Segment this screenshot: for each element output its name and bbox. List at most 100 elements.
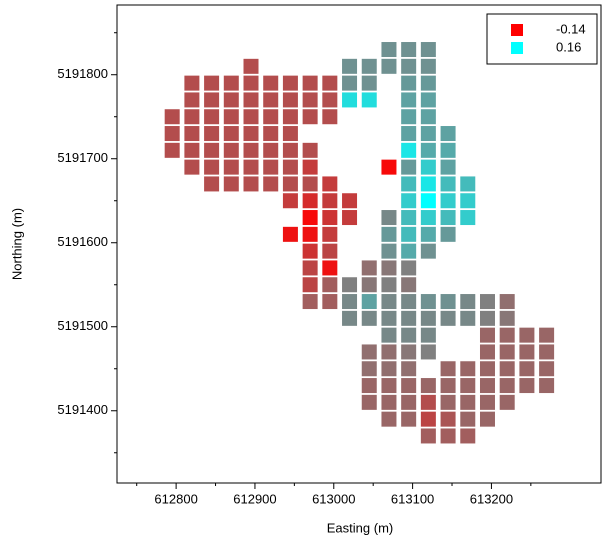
cell [361, 394, 377, 410]
cell [223, 142, 239, 158]
y-tick-label: 5191600 [57, 234, 108, 249]
cell [263, 142, 279, 158]
cell [460, 428, 476, 444]
cell [460, 210, 476, 226]
x-tick-label: 613100 [391, 491, 434, 506]
cell [322, 193, 338, 209]
x-axis-label: Easting (m) [327, 520, 393, 535]
legend-label: -0.14 [556, 21, 586, 36]
cell [342, 92, 358, 108]
cell [302, 260, 318, 276]
cell [440, 411, 456, 427]
cell [401, 210, 417, 226]
cell [282, 92, 298, 108]
cell [539, 344, 555, 360]
cell [204, 159, 220, 175]
cell [381, 394, 397, 410]
cell [302, 75, 318, 91]
cell [440, 310, 456, 326]
cell [164, 142, 180, 158]
cell [302, 142, 318, 158]
cell [361, 260, 377, 276]
cell [499, 394, 515, 410]
cell [243, 176, 259, 192]
x-tick-label: 613000 [312, 491, 355, 506]
cell [460, 378, 476, 394]
cell [322, 75, 338, 91]
legend-box [486, 13, 598, 65]
cell [420, 176, 436, 192]
cell [420, 159, 436, 175]
cell [282, 126, 298, 142]
cell [381, 378, 397, 394]
cell [302, 159, 318, 175]
cell [361, 344, 377, 360]
cell [519, 378, 535, 394]
cell [361, 378, 377, 394]
cell [302, 277, 318, 293]
cell [302, 109, 318, 125]
cell [420, 142, 436, 158]
cell [479, 310, 495, 326]
cell [420, 327, 436, 343]
cell [440, 142, 456, 158]
cell [184, 109, 200, 125]
cell [479, 411, 495, 427]
cell [302, 176, 318, 192]
cell [322, 277, 338, 293]
cell [401, 344, 417, 360]
cell [342, 210, 358, 226]
cell [282, 226, 298, 242]
cell [440, 126, 456, 142]
cell [184, 142, 200, 158]
cell [204, 75, 220, 91]
cell [440, 378, 456, 394]
cell [440, 361, 456, 377]
cell [519, 361, 535, 377]
cell [322, 226, 338, 242]
cell [401, 294, 417, 310]
cell [479, 294, 495, 310]
cell [381, 277, 397, 293]
cell [401, 277, 417, 293]
cell [499, 344, 515, 360]
cell [164, 126, 180, 142]
cell [184, 92, 200, 108]
cell [401, 310, 417, 326]
cell [243, 159, 259, 175]
cell [243, 92, 259, 108]
plot-frame [116, 4, 602, 484]
cell [381, 243, 397, 259]
cell [440, 193, 456, 209]
cell [263, 109, 279, 125]
cell [401, 361, 417, 377]
cell [420, 210, 436, 226]
cell [460, 193, 476, 209]
cell [322, 260, 338, 276]
cell [381, 294, 397, 310]
cell [381, 260, 397, 276]
cell [420, 226, 436, 242]
cell [401, 176, 417, 192]
cell [204, 176, 220, 192]
cell [342, 58, 358, 74]
cell [420, 243, 436, 259]
cell [243, 109, 259, 125]
cell [420, 92, 436, 108]
cell [401, 193, 417, 209]
cell [302, 294, 318, 310]
cell [361, 92, 377, 108]
cell [223, 92, 239, 108]
cell [420, 428, 436, 444]
cell [263, 159, 279, 175]
y-tick-label: 5191700 [57, 150, 108, 165]
cell [519, 327, 535, 343]
cell [381, 327, 397, 343]
cell [223, 159, 239, 175]
cell [322, 109, 338, 125]
cell [401, 378, 417, 394]
y-tick-label: 5191800 [57, 66, 108, 81]
cell [164, 109, 180, 125]
cell [420, 344, 436, 360]
